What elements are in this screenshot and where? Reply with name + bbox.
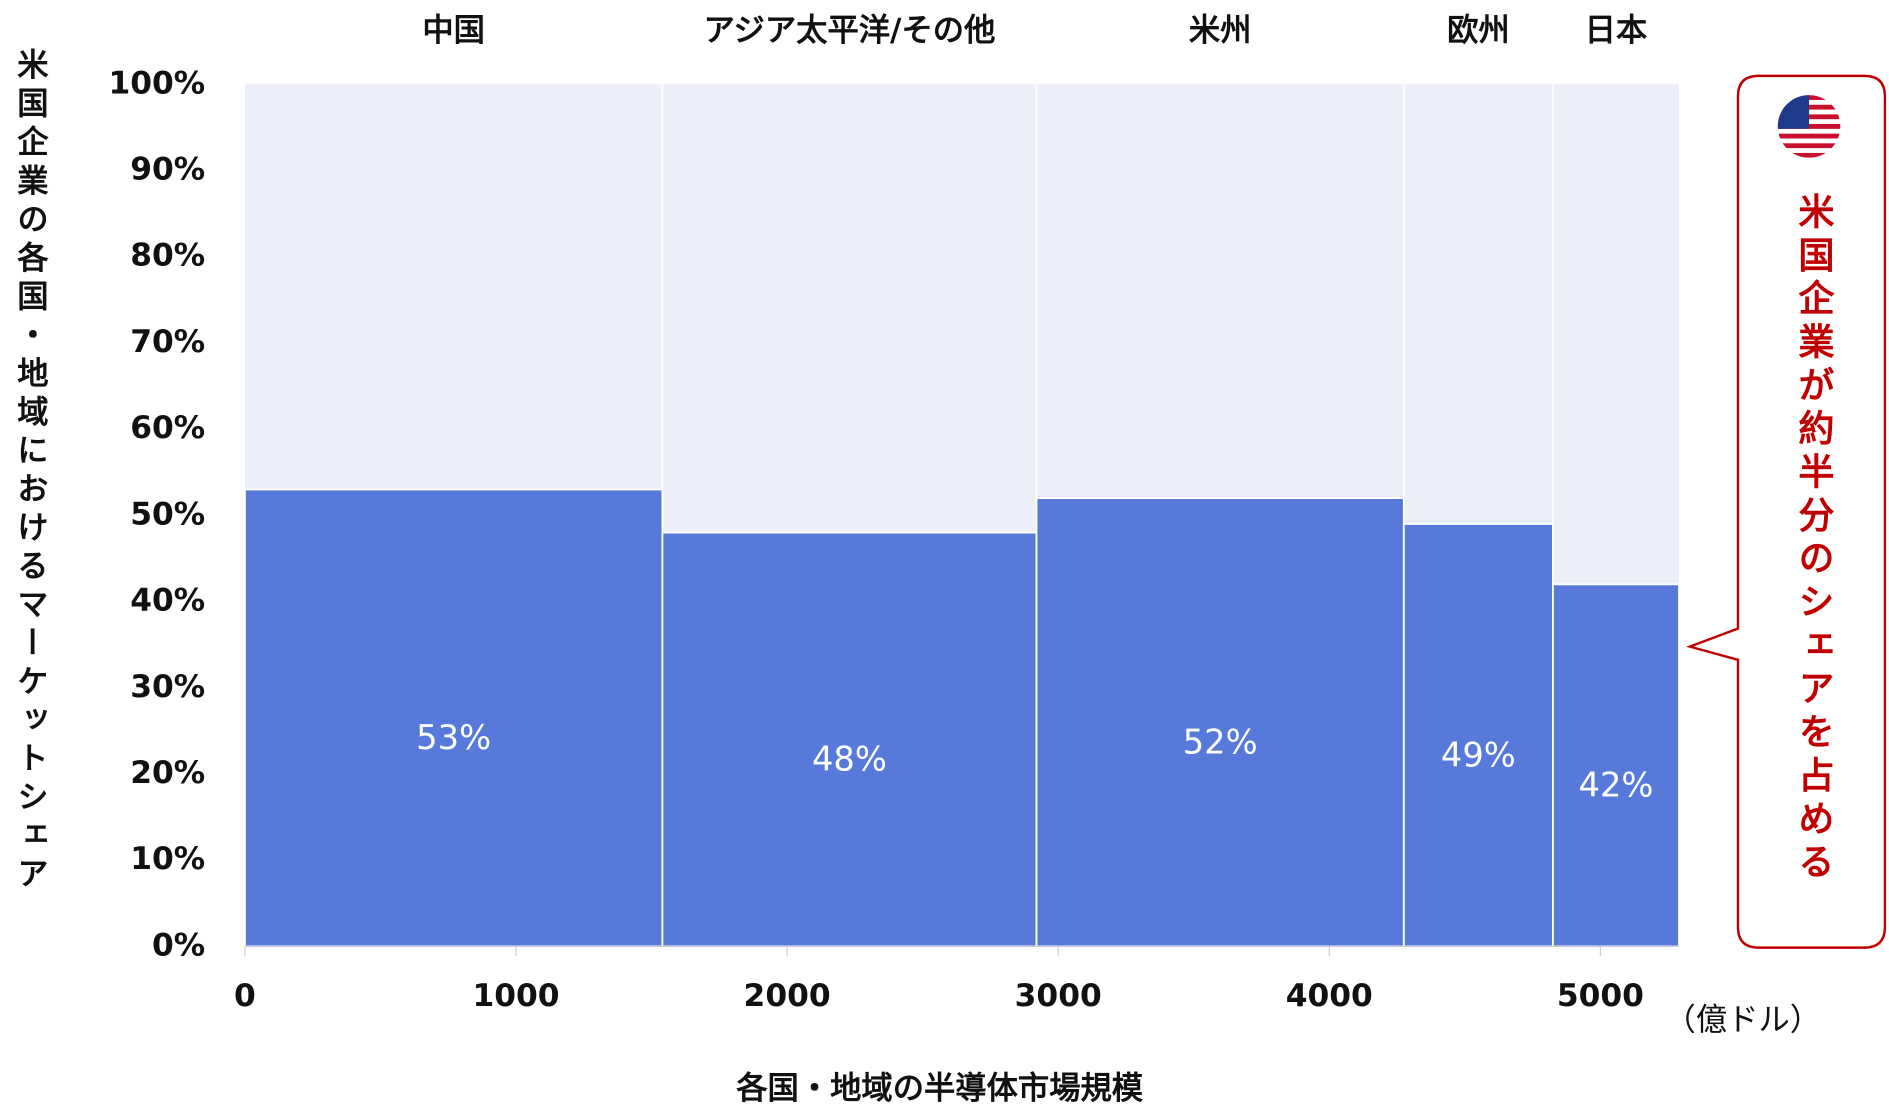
x-tick-label: 3000 — [1015, 978, 1102, 1014]
value-label: 52% — [1183, 722, 1258, 761]
category-label: 日本 — [1585, 12, 1648, 48]
y-tick-label: 40% — [130, 583, 205, 619]
y-tick-label: 10% — [130, 841, 205, 877]
y-tick-label: 0% — [152, 927, 205, 963]
y-tick-label: 80% — [130, 238, 205, 274]
y-tick-label: 30% — [130, 669, 205, 705]
value-label: 48% — [812, 740, 887, 779]
value-label: 49% — [1441, 735, 1516, 774]
category-label: アジア太平洋/その他 — [704, 12, 996, 48]
y-tick-label: 100% — [108, 65, 205, 101]
bar — [244, 488, 664, 948]
x-tick-label: 2000 — [744, 978, 831, 1014]
y-tick-label: 20% — [130, 755, 205, 791]
us-flag — [1777, 95, 1841, 158]
x-tick-label: 5000 — [1557, 978, 1644, 1014]
y-tick-label: 60% — [130, 410, 205, 446]
value-label: 42% — [1579, 766, 1654, 805]
x-tick-label: 4000 — [1286, 978, 1373, 1014]
y-tick-label: 50% — [130, 496, 205, 532]
bar — [1035, 497, 1405, 948]
bar — [1552, 583, 1680, 948]
y-axis-title: 米国企業の各国・地域におけるマーケットシェア — [12, 48, 48, 896]
bar — [661, 531, 1038, 948]
x-axis-unit: （億ドル） — [1665, 1002, 1821, 1038]
annotation: 米国企業が約半分のシェアを占める — [1792, 192, 1835, 886]
x-tick-label: 0 — [234, 978, 256, 1014]
category-label: 米州 — [1189, 12, 1252, 48]
x-tick-label: 1000 — [472, 978, 559, 1014]
value-label: 53% — [416, 718, 491, 757]
y-tick-label: 70% — [130, 324, 205, 360]
x-axis-title: 各国・地域の半導体市場規模 — [736, 1070, 1144, 1107]
bar — [1402, 523, 1554, 948]
category-label: 中国 — [422, 12, 485, 48]
y-tick-label: 90% — [130, 152, 205, 188]
category-label: 欧州 — [1447, 12, 1510, 48]
callout-box — [1685, 74, 1887, 949]
